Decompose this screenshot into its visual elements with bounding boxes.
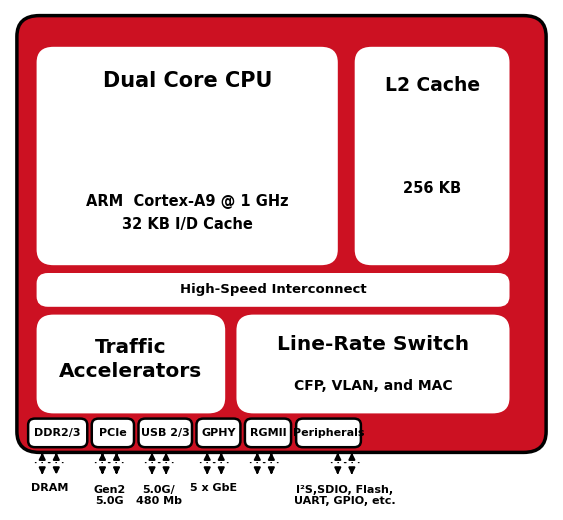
Text: Traffic
Accelerators: Traffic Accelerators (59, 338, 203, 382)
Text: · · ·: · · · (108, 459, 125, 469)
Text: 5 x GbE: 5 x GbE (190, 483, 238, 492)
FancyBboxPatch shape (236, 315, 510, 413)
Text: · · ·: · · · (34, 459, 51, 469)
FancyBboxPatch shape (138, 419, 192, 447)
Text: I²S,SDIO, Flash,
UART, GPIO, etc.: I²S,SDIO, Flash, UART, GPIO, etc. (294, 485, 395, 506)
Text: · · ·: · · · (48, 459, 65, 469)
Text: USB 2/3: USB 2/3 (141, 428, 190, 438)
FancyBboxPatch shape (355, 47, 510, 265)
Text: RGMII: RGMII (249, 428, 287, 438)
Text: High-Speed Interconnect: High-Speed Interconnect (180, 283, 367, 296)
FancyBboxPatch shape (17, 16, 546, 452)
FancyBboxPatch shape (296, 419, 361, 447)
Text: · · ·: · · · (199, 459, 216, 469)
Text: Gen2
5.0G: Gen2 5.0G (93, 485, 126, 506)
Text: ARM  Cortex-A9 @ 1 GHz
32 KB I/D Cache: ARM Cortex-A9 @ 1 GHz 32 KB I/D Cache (86, 194, 288, 232)
Text: Dual Core CPU: Dual Core CPU (102, 71, 272, 90)
FancyBboxPatch shape (245, 419, 291, 447)
Text: · · ·: · · · (158, 459, 175, 469)
Text: DRAM: DRAM (31, 483, 68, 492)
Text: · · ·: · · · (213, 459, 230, 469)
Text: · · ·: · · · (329, 459, 346, 469)
Text: CFP, VLAN, and MAC: CFP, VLAN, and MAC (294, 379, 452, 393)
Text: Line-Rate Switch: Line-Rate Switch (277, 335, 469, 354)
Text: PCIe: PCIe (99, 428, 127, 438)
Text: · · ·: · · · (263, 459, 280, 469)
Text: · · ·: · · · (144, 459, 160, 469)
FancyBboxPatch shape (196, 419, 240, 447)
Text: 5.0G/
480 Mb: 5.0G/ 480 Mb (136, 485, 182, 506)
FancyBboxPatch shape (37, 47, 338, 265)
Text: · · ·: · · · (249, 459, 266, 469)
Text: GPHY: GPHY (201, 428, 236, 438)
Text: L2 Cache: L2 Cache (385, 76, 480, 95)
Text: DDR2/3: DDR2/3 (34, 428, 81, 438)
FancyBboxPatch shape (92, 419, 134, 447)
Text: · · ·: · · · (343, 459, 360, 469)
FancyBboxPatch shape (37, 315, 225, 413)
Text: Peripherals: Peripherals (293, 428, 364, 438)
Text: 256 KB: 256 KB (403, 181, 461, 196)
Text: · · ·: · · · (94, 459, 111, 469)
FancyBboxPatch shape (37, 273, 510, 307)
FancyBboxPatch shape (28, 419, 87, 447)
